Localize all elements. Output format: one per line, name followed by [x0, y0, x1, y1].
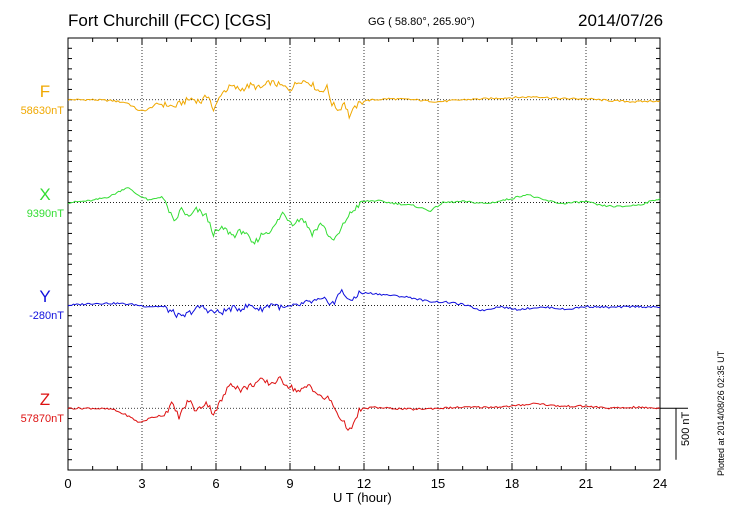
component-baseline-y: -280nT — [29, 310, 64, 323]
x-tick-label: 21 — [579, 476, 593, 491]
x-tick-label: 9 — [286, 476, 293, 491]
component-baseline-z: 57870nT — [20, 413, 64, 426]
component-baseline-x: 9390nT — [26, 207, 64, 220]
series-line-y — [67, 288, 660, 319]
series-line-z — [67, 376, 661, 431]
x-axis-label: U T (hour) — [333, 490, 392, 505]
component-letter-x: X — [39, 184, 51, 204]
station-coordinates: GG ( 58.80°, 265.90°) — [368, 16, 475, 28]
plotted-timestamp: Plotted at 2014/08/26 02:35 UT — [716, 350, 726, 476]
x-tick-label: 24 — [653, 476, 667, 491]
x-tick-label: 15 — [431, 476, 445, 491]
component-baseline-f: 58630nT — [20, 104, 64, 117]
x-tick-label: 3 — [138, 476, 145, 491]
component-letter-f: F — [39, 81, 51, 101]
x-tick-label: 6 — [212, 476, 219, 491]
scale-bar-label: 500 nT — [680, 411, 692, 446]
x-tick-label: 18 — [505, 476, 519, 491]
chart-title: Fort Churchill (FCC) [CGS] — [68, 11, 272, 30]
chart-date: 2014/07/26 — [578, 11, 664, 30]
x-tick-label: 0 — [64, 476, 71, 491]
series-line-x — [67, 187, 661, 245]
component-letter-z: Z — [39, 390, 51, 410]
series-line-f — [67, 80, 661, 120]
component-letter-y: Y — [39, 287, 51, 307]
x-tick-label: 12 — [357, 476, 371, 491]
